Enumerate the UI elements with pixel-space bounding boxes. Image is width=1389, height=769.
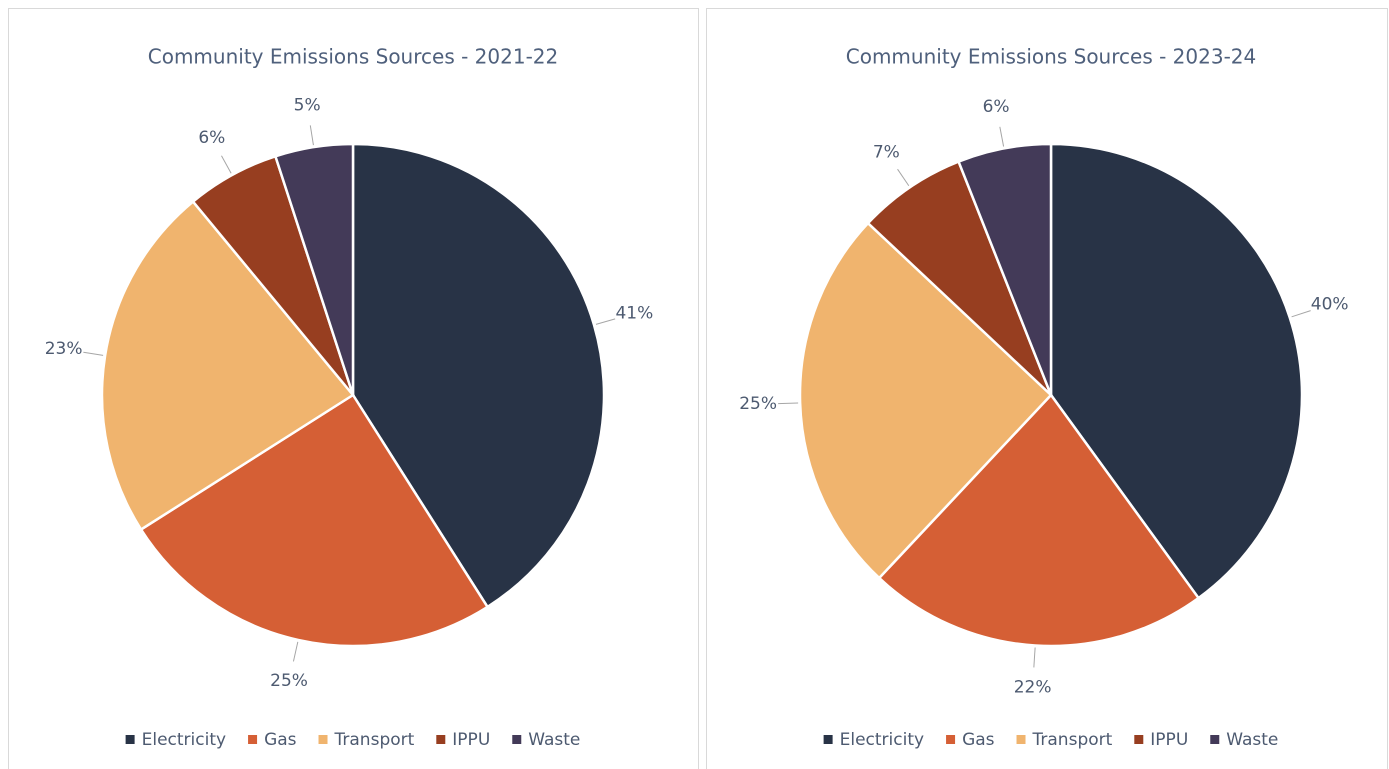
pie-slice (139, 393, 490, 648)
data-label: 23% (45, 339, 83, 359)
legend-swatch (512, 735, 522, 744)
leader-line (999, 126, 1005, 147)
data-label: 5% (294, 96, 321, 116)
leader-line (1291, 310, 1311, 318)
data-label: 6% (983, 97, 1010, 117)
pie-slice (100, 199, 355, 532)
legend-label: IPPU (452, 730, 490, 750)
leader-line (309, 125, 314, 146)
legend-swatch (1210, 735, 1220, 744)
legend-label: Gas (962, 730, 995, 750)
legend: Electricity Gas Transport IPPU Waste (125, 730, 580, 750)
data-label: 40% (1311, 294, 1349, 314)
chart-title: Community Emissions Sources - 2023-24 (846, 45, 1256, 69)
data-label: 41% (615, 303, 653, 323)
legend-label: Electricity (142, 730, 226, 750)
legend-label: Transport (1032, 730, 1113, 750)
leader-line (1033, 647, 1036, 668)
pie-slice (798, 221, 1053, 580)
pie-slice (956, 142, 1053, 396)
legend-swatch (436, 735, 446, 744)
pie-slice (351, 142, 606, 609)
legend: Electricity Gas Transport IPPU Waste (823, 730, 1278, 750)
legend-swatch (1134, 735, 1144, 744)
leader-line (83, 351, 104, 356)
legend-swatch (823, 735, 833, 744)
legend-label: Waste (528, 730, 580, 750)
data-label: 22% (1014, 677, 1052, 697)
leader-line (221, 155, 232, 174)
chart-title: Community Emissions Sources - 2021-22 (148, 45, 558, 69)
data-label: 25% (270, 671, 308, 691)
legend-swatch (318, 735, 328, 744)
data-label: 6% (198, 128, 225, 148)
leader-line (292, 641, 299, 662)
legend-label: Gas (264, 730, 297, 750)
legend-label: IPPU (1150, 730, 1188, 750)
pie-slice (1049, 142, 1304, 600)
data-label: 7% (873, 143, 900, 163)
leader-line (778, 402, 799, 405)
legend-swatch (125, 735, 135, 744)
leader-line (897, 168, 910, 187)
legend-label: Waste (1226, 730, 1278, 750)
pie-slice (877, 393, 1201, 648)
leader-line (595, 318, 616, 325)
legend-swatch (1016, 735, 1026, 744)
pie-slice (273, 142, 355, 396)
legend-label: Transport (334, 730, 415, 750)
data-label: 25% (739, 394, 777, 414)
pie-slice (866, 160, 1053, 396)
legend-swatch (248, 735, 258, 744)
legend-swatch (946, 735, 956, 744)
legend-label: Electricity (840, 730, 924, 750)
